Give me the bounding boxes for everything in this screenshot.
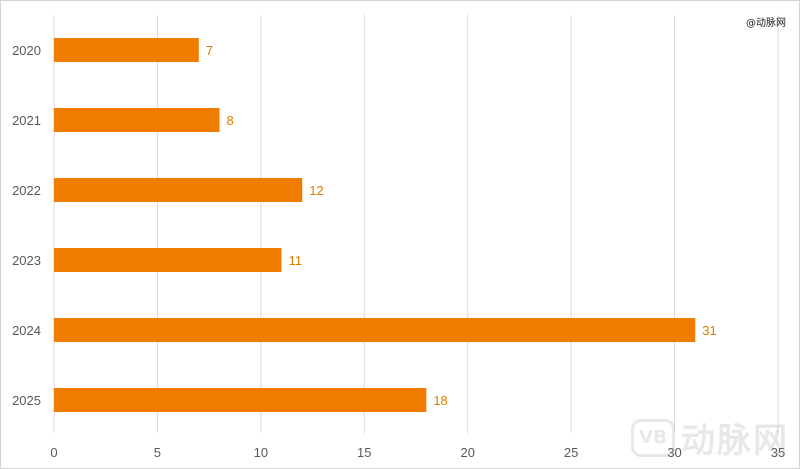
bar-2020 [54, 38, 199, 62]
bar-2025 [54, 388, 427, 412]
data-label-2025: 18 [433, 393, 447, 408]
x-tick-label-10: 10 [254, 445, 268, 460]
category-label-2025: 2025 [12, 393, 41, 408]
bar-2023 [54, 248, 282, 272]
category-label-2024: 2024 [12, 323, 41, 338]
x-tick-label-25: 25 [564, 445, 578, 460]
x-tick-label-15: 15 [357, 445, 371, 460]
category-label-2022: 2022 [12, 183, 41, 198]
x-tick-label-20: 20 [460, 445, 474, 460]
data-label-2022: 12 [309, 183, 323, 198]
data-labels: 7 8 12 11 31 18 [206, 43, 717, 408]
data-label-2020: 7 [206, 43, 213, 58]
data-label-2021: 8 [226, 113, 233, 128]
x-tick-label-5: 5 [154, 445, 161, 460]
x-tick-label-35: 35 [771, 445, 785, 460]
category-label-2023: 2023 [12, 253, 41, 268]
category-label-2021: 2021 [12, 113, 41, 128]
bars [54, 38, 696, 412]
x-tick-labels: 0 5 10 15 20 25 30 35 [50, 445, 785, 460]
data-label-2023: 11 [289, 253, 303, 268]
vb-logo-icon: VB [631, 418, 675, 457]
watermark-text: 动脉网 [681, 421, 789, 461]
bar-2024 [54, 318, 696, 342]
source-note: @动脉网 [746, 18, 786, 29]
category-label-2020: 2020 [12, 43, 41, 58]
gridlines [53, 15, 779, 433]
watermark-logo: VB 动脉网 [631, 413, 789, 462]
x-tick-label-0: 0 [50, 445, 57, 460]
bar-2021 [54, 108, 220, 132]
bar-2022 [54, 178, 303, 202]
category-labels: 2020 2021 2022 2023 2024 2025 [12, 43, 41, 408]
data-label-2024: 31 [702, 323, 716, 338]
